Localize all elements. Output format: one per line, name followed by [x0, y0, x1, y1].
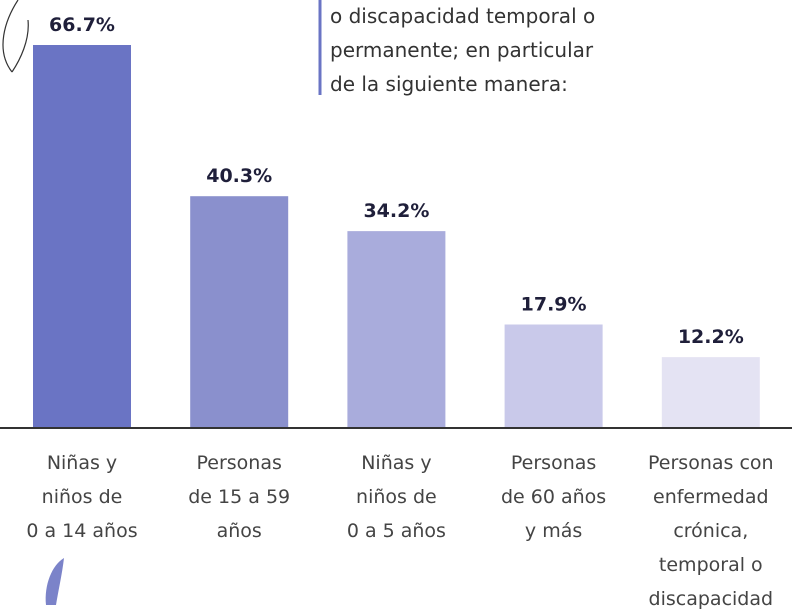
category-label: Personas con enfermedad crónica, tempora…: [633, 446, 789, 616]
category-label: Personas de 60 años y más: [476, 446, 632, 548]
feather: [46, 558, 64, 605]
bar: [33, 45, 131, 427]
bar: [662, 357, 760, 427]
value-label: 40.3%: [206, 165, 272, 187]
value-label: 12.2%: [678, 326, 744, 348]
category-label: Niñas y niños de 0 a 5 años: [318, 446, 474, 548]
decoration: [3, 0, 28, 72]
value-label: 17.9%: [521, 293, 587, 315]
page: 66.7% 40.3% 34.2% 17.9% 12.2% o discapacidad…: [0, 0, 792, 605]
bar: [190, 196, 288, 427]
value-label: 66.7%: [49, 14, 115, 36]
bar: [347, 231, 445, 427]
note-line: permanente; en particular: [330, 38, 593, 62]
value-label: 34.2%: [363, 200, 429, 222]
category-label: Personas de 15 a 59 años: [161, 446, 317, 548]
note-line: de la siguiente manera:: [330, 72, 568, 96]
category-label: Niñas y niños de 0 a 14 años: [4, 446, 160, 548]
note-line: o discapacidad temporal o: [330, 4, 595, 28]
bar: [505, 324, 603, 427]
